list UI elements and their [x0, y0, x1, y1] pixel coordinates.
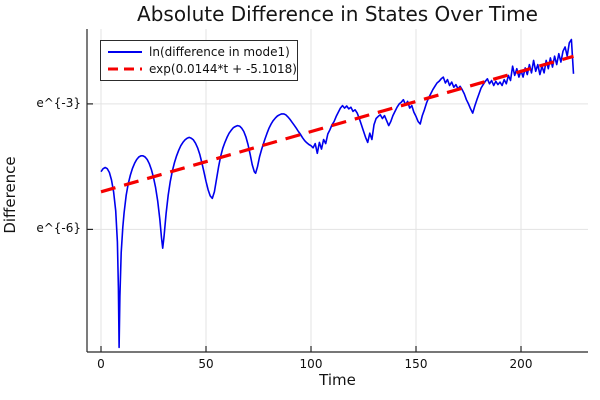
y-axis-label: Difference — [1, 156, 19, 234]
x-tick-label: 150 — [404, 357, 428, 371]
legend-line-sample-solid — [108, 51, 142, 53]
x-axis-label: Time — [319, 371, 356, 389]
legend-row-ln-difference: ln(difference in mode1) — [106, 44, 292, 61]
x-tick-label: 100 — [299, 357, 323, 371]
legend-line-sample-dashed — [108, 67, 142, 71]
legend-label-ln-difference: ln(difference in mode1) — [149, 45, 290, 59]
series-line-0 — [100, 38, 575, 349]
series-line-1 — [100, 54, 574, 194]
y-tick-label: e^{-6} — [36, 221, 81, 236]
legend-label-exp-fit: exp(0.0144*t + -5.1018) — [149, 62, 297, 76]
y-tick-label: e^{-3} — [36, 95, 81, 110]
x-tick-label: 50 — [198, 357, 214, 371]
x-tick-label: 200 — [509, 357, 533, 371]
chart-title: Absolute Difference in States Over Time — [137, 2, 538, 26]
x-tick-label: 0 — [97, 357, 105, 371]
legend: ln(difference in mode1) exp(0.0144*t + -… — [100, 40, 298, 81]
legend-row-exp-fit: exp(0.0144*t + -5.1018) — [106, 61, 297, 78]
